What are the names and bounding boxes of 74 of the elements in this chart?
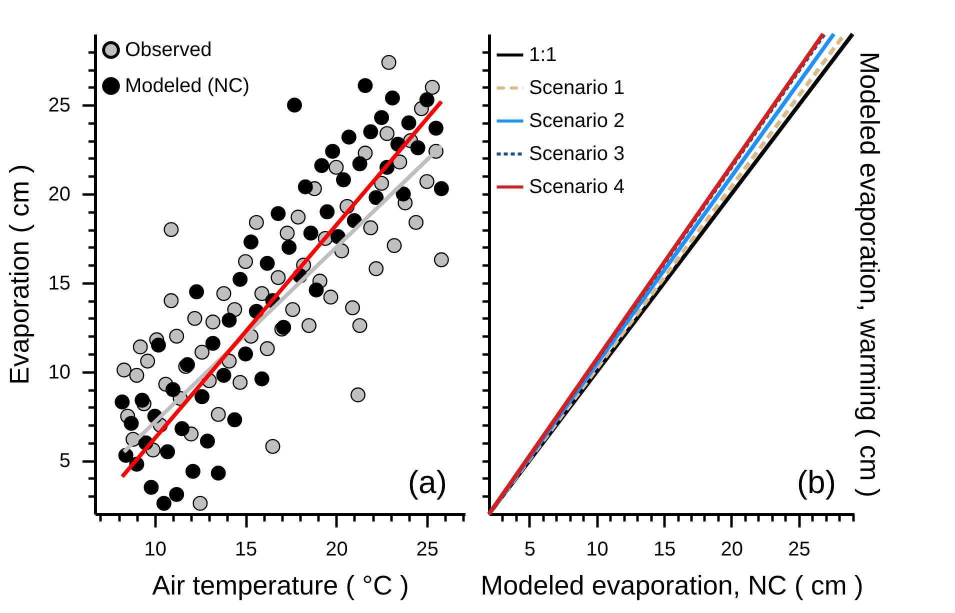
point — [410, 140, 426, 156]
point — [243, 234, 258, 250]
point — [341, 130, 356, 145]
point — [150, 338, 166, 353]
point — [254, 371, 270, 386]
x-tick-label: 25 — [416, 538, 439, 560]
y-axis-title: Modeled evaporation, warming ( cm ) — [854, 52, 884, 498]
x-tick-label: 15 — [653, 538, 676, 560]
point — [320, 204, 335, 220]
x-tick-label: 10 — [144, 538, 166, 560]
point — [396, 186, 411, 202]
point — [216, 368, 232, 383]
point — [160, 444, 176, 460]
x-tick-label: 25 — [788, 538, 810, 560]
y-tick-label: 20 — [48, 184, 70, 206]
y-tick-label: 15 — [48, 272, 70, 294]
legend-label: Modeled (NC) — [125, 75, 250, 97]
point — [352, 156, 368, 172]
point — [185, 464, 200, 479]
y-tick-label: 25 — [48, 94, 70, 117]
point — [358, 78, 373, 94]
point — [260, 256, 275, 271]
x-axis-title: Air temperature ( °C ) — [152, 570, 409, 600]
legend-label: Scenario 4 — [529, 176, 625, 198]
point — [287, 98, 302, 113]
legend-label: Observed — [125, 39, 212, 61]
point — [205, 336, 220, 351]
x-tick-label: 10 — [586, 538, 608, 560]
point — [222, 312, 237, 328]
point — [134, 392, 150, 408]
annotation: (a) — [408, 464, 447, 500]
point — [114, 394, 130, 410]
point — [238, 346, 254, 362]
x-tick-label: 20 — [720, 538, 744, 560]
x-tick-label: 20 — [326, 538, 348, 560]
legend-label: Scenario 3 — [529, 143, 625, 165]
x-tick-label: 5 — [524, 538, 536, 560]
legend-label: Scenario 2 — [529, 110, 625, 132]
point — [282, 240, 297, 255]
y-tick-label: 5 — [59, 450, 70, 472]
point — [434, 181, 449, 196]
point — [227, 412, 242, 428]
point — [156, 496, 172, 511]
point — [308, 282, 324, 298]
point — [303, 226, 318, 241]
point — [384, 90, 400, 106]
point — [374, 110, 390, 126]
point — [174, 421, 190, 436]
point — [325, 144, 340, 159]
point — [124, 416, 139, 431]
point — [169, 486, 184, 502]
point — [194, 389, 210, 404]
point — [189, 284, 204, 300]
point — [144, 480, 159, 495]
point — [200, 434, 215, 449]
point — [298, 179, 313, 194]
point — [210, 466, 226, 481]
point — [336, 172, 351, 188]
y-axis-title: Evaporation ( cm ) — [4, 164, 34, 385]
legend-label: 1:1 — [529, 44, 557, 66]
point — [166, 382, 180, 398]
point — [428, 120, 444, 136]
point — [270, 206, 286, 222]
point — [314, 158, 330, 174]
legend-label: Scenario 1 — [529, 77, 625, 99]
x-axis-title: Modeled evaporation, NC ( cm ) — [480, 570, 864, 600]
point — [232, 272, 248, 287]
point — [401, 115, 416, 130]
point — [419, 92, 434, 108]
x-tick-label: 15 — [234, 538, 258, 560]
y-tick-label: 10 — [48, 361, 70, 384]
annotation: (b) — [796, 464, 836, 500]
point — [368, 190, 384, 206]
point — [363, 124, 378, 140]
